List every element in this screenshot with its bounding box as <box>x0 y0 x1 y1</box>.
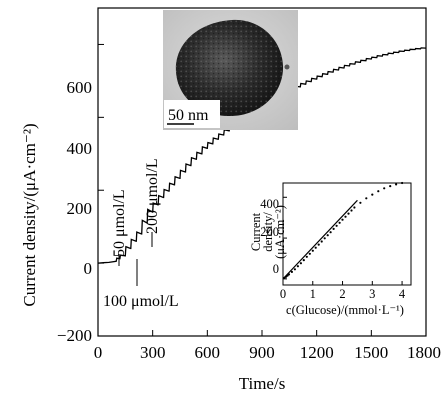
inset-data-point <box>383 187 386 190</box>
annotation-label: 50 μmol/L <box>111 189 128 257</box>
inset-data-point <box>395 183 398 186</box>
inset-data-point <box>353 206 356 209</box>
inset-y-tick-label: 400 <box>260 197 279 211</box>
inset-data-point <box>320 240 323 243</box>
inset-plot-background <box>254 176 424 324</box>
inset-y-axis-label: density/ <box>261 212 275 252</box>
inset-x-axis-label: c(Glucose)/(mmol·L⁻¹) <box>286 303 404 317</box>
tem-particle-texture <box>175 19 284 117</box>
inset-y-axis-label: (μA·cm⁻²) <box>273 205 287 259</box>
x-tick-label: 900 <box>249 343 275 362</box>
x-axis-label: Time/s <box>239 374 286 393</box>
tem-small-particle <box>284 64 290 70</box>
inset-x-tick-label: 3 <box>369 287 375 301</box>
inset-y-tick-label: 0 <box>273 262 279 276</box>
inset-data-point <box>323 237 326 240</box>
inset-x-tick-label: 2 <box>339 287 345 301</box>
inset-axis-ticks <box>282 196 403 285</box>
inset-data-point <box>347 212 350 215</box>
y-tick-label: 600 <box>67 78 93 97</box>
inset-data-point <box>329 231 332 234</box>
inset-data-point <box>338 221 341 224</box>
x-tick-label: 600 <box>195 343 221 362</box>
y-tick-label: −200 <box>57 326 92 345</box>
x-tick-label: 1500 <box>354 343 388 362</box>
inset-data-point <box>344 215 347 218</box>
inset-plot-frame <box>282 182 412 286</box>
inset-data-point <box>341 218 344 221</box>
inset-data-point <box>308 252 311 255</box>
inset-data-point <box>293 268 296 271</box>
annotation-label: 200 μmol/L <box>144 158 161 234</box>
x-tick-label: 300 <box>140 343 166 362</box>
inset-data-point <box>305 255 308 258</box>
x-tick-label: 1200 <box>300 343 334 362</box>
inset-data-point <box>377 190 380 193</box>
inset-data-point <box>311 249 314 252</box>
inset-y-axis-label: Current <box>249 212 263 251</box>
y-axis-label: Current density/(μA·cm⁻²) <box>20 123 39 306</box>
inset-x-tick-label: 4 <box>399 287 406 301</box>
inset-data-point <box>290 270 293 273</box>
inset-data-point <box>302 259 305 262</box>
inset-x-tick-label: 0 <box>280 287 286 301</box>
x-tick-label: 0 <box>94 343 103 362</box>
inset-data-point <box>371 193 374 196</box>
inset-data-point <box>335 224 338 227</box>
inset-x-tick-label: 1 <box>310 287 316 301</box>
inset-data-point <box>299 262 302 265</box>
inset-fit-line <box>282 199 358 280</box>
y-tick-label: 200 <box>67 199 93 218</box>
inset-data-point <box>401 181 404 185</box>
scale-bar-label: 50 nm <box>168 107 209 124</box>
annotation-label: 100 μmol/L <box>103 293 179 310</box>
inset-data-point <box>359 201 362 204</box>
y-tick-label: 0 <box>84 259 93 278</box>
tem-inset: 50 nm <box>163 10 298 130</box>
inset-data-point <box>389 185 392 188</box>
y-tick-label: 400 <box>67 139 93 158</box>
inset-data-point <box>365 197 368 200</box>
inset-data-point <box>326 234 329 237</box>
x-tick-label: 1800 <box>407 343 441 362</box>
inset-data-point <box>296 265 299 268</box>
inset-data-point <box>314 246 317 249</box>
inset-plot: 0 1 2 3 4 0 200 400 c(Glucose)/(mmol·L⁻¹… <box>249 176 424 324</box>
inset-data-point <box>350 209 353 212</box>
inset-y-tick-label: 200 <box>260 225 279 239</box>
inset-data-point <box>332 227 335 230</box>
inset-data-point <box>317 243 320 246</box>
